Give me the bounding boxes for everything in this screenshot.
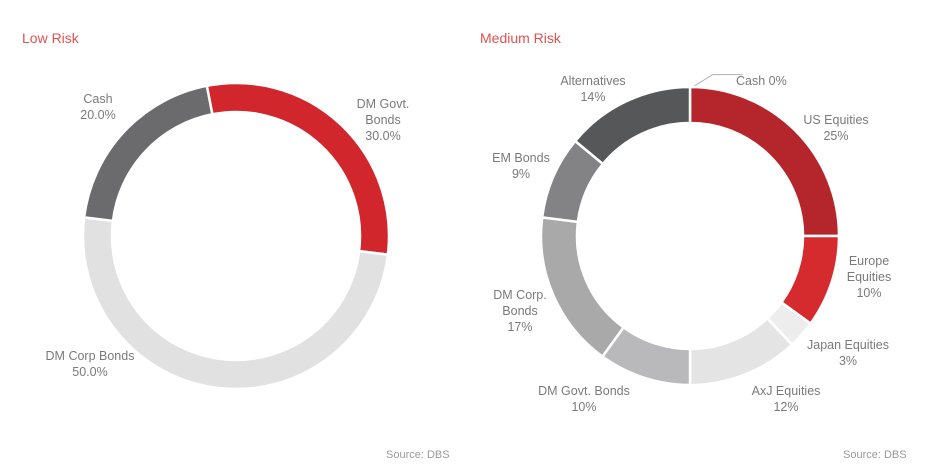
- label-us-equities: US Equities 25%: [803, 113, 869, 143]
- slice-alternatives: [573, 85, 692, 166]
- label-dm-govt-bonds: DM Govt. Bonds 30.0%: [356, 97, 410, 143]
- slice-dm-corp-bonds: [81, 215, 390, 391]
- label-cash: Cash 20.0%: [80, 92, 116, 122]
- label-europe-equities: Europe Equities 10%: [846, 254, 892, 300]
- chart-title-low-risk: Low Risk: [22, 30, 79, 46]
- source-note-left: Source: DBS: [386, 449, 450, 461]
- label-alternatives: Alternatives 14%: [560, 74, 626, 104]
- label-dm-govt-bonds: DM Govt. Bonds 10%: [538, 384, 630, 414]
- chart-title-medium-risk: Medium Risk: [480, 30, 561, 46]
- slice-dm-corp-bonds: [539, 215, 626, 359]
- slice-leader-cash: [692, 74, 743, 88]
- label-cash: Cash 0%: [736, 74, 787, 88]
- label-em-bonds: EM Bonds 9%: [492, 151, 550, 181]
- label-dm-corp-bonds: DM Corp Bonds 50.0%: [45, 349, 135, 379]
- label-axj-equities: AxJ Equities 12%: [751, 384, 821, 414]
- source-note-right: Source: DBS: [843, 449, 907, 461]
- label-dm-corp-bonds: DM Corp. Bonds 17%: [493, 288, 547, 334]
- slice-us-equities: [688, 85, 841, 238]
- slice-axj-equities: [688, 316, 794, 387]
- slice-cash: [82, 84, 214, 223]
- label-japan-equities: Japan Equities 3%: [806, 338, 890, 368]
